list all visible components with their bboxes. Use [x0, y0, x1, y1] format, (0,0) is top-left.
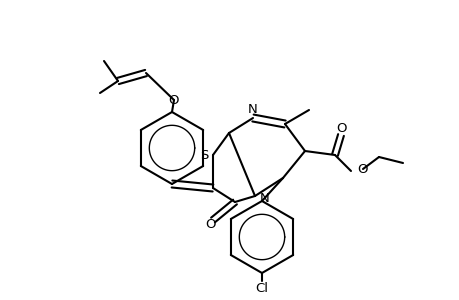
Text: O: O: [168, 94, 179, 106]
Text: O: O: [336, 122, 347, 134]
Text: O: O: [205, 218, 216, 232]
Text: N: N: [259, 193, 269, 206]
Text: Cl: Cl: [255, 283, 268, 296]
Text: S: S: [199, 148, 208, 161]
Text: O: O: [356, 163, 367, 176]
Text: N: N: [247, 103, 257, 116]
